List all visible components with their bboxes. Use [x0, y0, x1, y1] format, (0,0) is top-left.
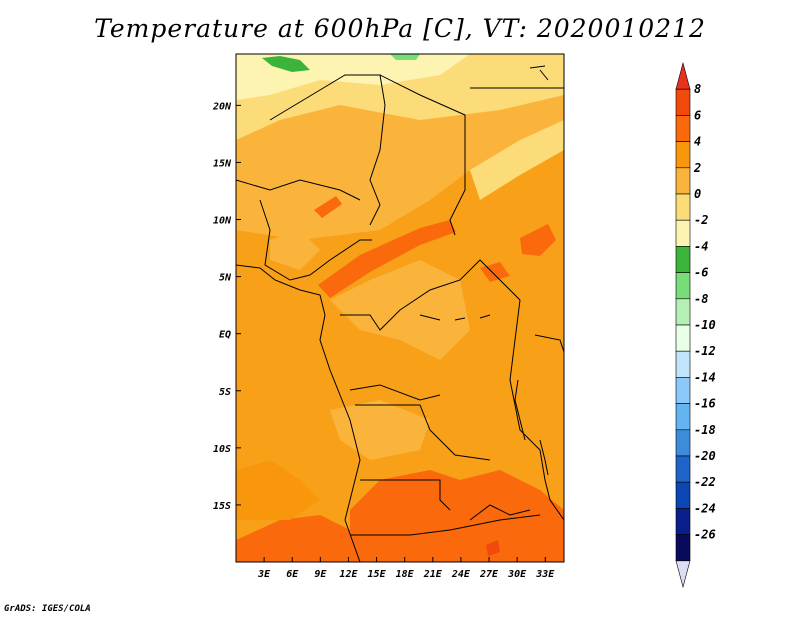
colorbar-segment	[675, 403, 691, 431]
colorbar-label: -12	[694, 344, 716, 358]
colorbar-label: 6	[694, 108, 701, 122]
lon-tick-label: 30E	[507, 569, 527, 580]
lon-tick-label: 27E	[479, 569, 499, 580]
temperature-field	[236, 54, 564, 562]
colorbar-segment	[675, 141, 691, 169]
colorbar: 8 6 4 2 0 -2 -4 -6 -8 -10 -12 -14 -16 -18 -20 -22 -24 -26	[675, 61, 716, 589]
lon-tick-label: 24E	[451, 569, 471, 580]
border-zimbabwe	[469, 504, 531, 521]
coastline-west	[319, 314, 361, 562]
plot-title: Temperature at 600hPa [C], VT: 202001021…	[94, 14, 706, 43]
field-warm-south	[350, 470, 564, 562]
colorbar-segment	[675, 298, 691, 326]
colorbar-label: -24	[694, 501, 716, 515]
colorbar-segment	[675, 88, 691, 116]
credit-text: GrADS: IGES/COLA	[4, 604, 91, 614]
colorbar-label: -8	[694, 292, 708, 306]
colorbar-segment	[675, 219, 691, 247]
lat-tick-label: 15S	[213, 501, 231, 512]
colorbar-label: 0	[694, 187, 701, 201]
country-borders	[236, 65, 564, 562]
colorbar-segment	[675, 246, 691, 273]
field-hot-spot	[486, 540, 500, 556]
border-benin-nigeria	[259, 199, 311, 281]
colorbar-top-triangle	[675, 61, 691, 90]
lon-tick-label: 33E	[535, 569, 555, 580]
lat-tick-label: EQ	[219, 330, 231, 341]
coastline-gulf-guinea	[236, 264, 326, 316]
field-warm-southwest	[236, 515, 350, 562]
lon-tick-label: 6E	[286, 569, 299, 580]
lat-tick-label: 10N	[213, 216, 232, 227]
colorbar-segment	[675, 429, 691, 457]
lat-tick-label: 5N	[219, 273, 232, 284]
field-band-green-north	[390, 54, 420, 60]
border-chad-sudan	[379, 74, 466, 236]
border-kenya	[534, 334, 564, 353]
colorbar-segment	[675, 534, 691, 562]
field-warm-band	[318, 220, 456, 298]
colorbar-segment	[675, 455, 691, 483]
border-namibia-botswana	[350, 514, 541, 536]
border-cameroon-nigeria	[309, 239, 372, 276]
colorbar-label: -16	[694, 397, 716, 411]
field-streak-ne	[470, 120, 564, 200]
lon-tick-label: 12E	[339, 569, 358, 580]
border-niger-chad	[269, 74, 386, 226]
river-congo	[419, 314, 491, 321]
lat-tick-label: 10S	[213, 444, 231, 455]
colorbar-label: -20	[694, 449, 716, 463]
lon-tick-label: 18E	[396, 569, 415, 580]
coastline-red-sea	[529, 65, 549, 81]
map-frame	[235, 53, 565, 563]
colorbar-segment	[675, 272, 691, 300]
lon-tick-label: 21E	[423, 569, 443, 580]
border-drc-angola-north	[349, 384, 441, 401]
colorbar-label: 8	[694, 82, 701, 96]
colorbar-label: -18	[694, 423, 716, 437]
colorbar-segment	[675, 508, 691, 535]
colorbar-segment	[675, 350, 691, 378]
lake-tanganyika	[514, 379, 526, 441]
border-angola-zambia	[360, 479, 451, 511]
colorbar-label: -26	[694, 528, 716, 542]
colorbar-label: -22	[694, 475, 716, 489]
field-band-minus6-minus4	[262, 56, 310, 72]
longitude-axis: 3E 6E 9E 12E 15E 18E 21E 24E 27E 30E 33E	[257, 557, 555, 580]
colorbar-label: -6	[694, 266, 708, 280]
field-southwest-pale	[330, 400, 430, 460]
colorbar-label: 2	[693, 161, 701, 175]
lat-tick-label: 15N	[213, 158, 232, 169]
colorbar-label: -4	[694, 239, 708, 253]
lon-tick-label: 15E	[368, 569, 387, 580]
field-southwest-mid	[236, 460, 320, 520]
colorbar-label: -2	[694, 213, 708, 227]
colorbar-segment	[675, 115, 691, 142]
colorbar-label: 4	[694, 135, 701, 149]
colorbar-segment	[675, 193, 691, 221]
lon-tick-label: 3E	[257, 569, 271, 580]
field-warm-spot-north	[314, 196, 342, 218]
lat-tick-label: 5S	[219, 387, 231, 398]
border-drc-east	[509, 299, 541, 451]
lake-malawi	[539, 439, 549, 476]
colorbar-bottom-triangle	[675, 560, 691, 589]
border-car-drc	[340, 259, 521, 331]
colorbar-label: -10	[694, 318, 716, 332]
colorbar-segment	[675, 167, 691, 195]
colorbar-segment	[675, 481, 691, 509]
colorbar-segment	[675, 377, 691, 404]
border-nigeria-niger	[236, 179, 361, 201]
field-west-pale	[270, 230, 320, 270]
field-warm-spot-ne	[520, 224, 556, 256]
border-drc-angola	[355, 404, 491, 461]
lon-tick-label: 9E	[314, 569, 327, 580]
lat-tick-label: 20N	[212, 101, 232, 112]
border-mozambique	[539, 449, 564, 521]
colorbar-label: -14	[694, 370, 716, 384]
colorbar-segment	[675, 324, 691, 352]
latitude-axis: 20N 15N 10N 5N EQ 5S 10S 15S	[212, 101, 241, 512]
